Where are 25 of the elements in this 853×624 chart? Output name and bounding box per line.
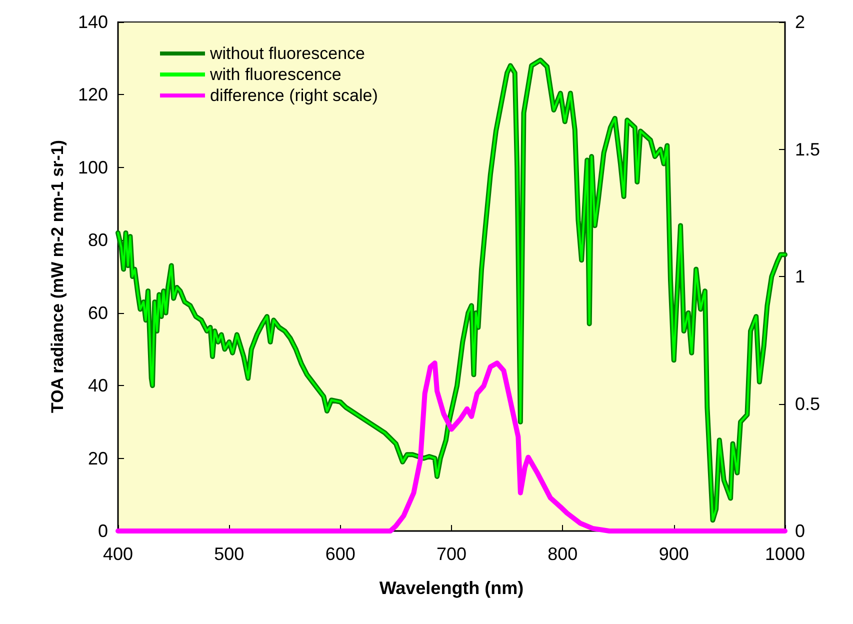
x-tick-label: 700 bbox=[436, 544, 467, 564]
y-tick-label: 0 bbox=[98, 521, 108, 541]
x-tick-label: 900 bbox=[658, 544, 689, 564]
y-tick-label: 100 bbox=[78, 157, 108, 178]
x-axis-title: Wavelength (nm) bbox=[379, 578, 524, 598]
y2-tick-label: 1.5 bbox=[795, 139, 820, 160]
legend-label: with fluorescence bbox=[209, 65, 342, 84]
y2-tick-label: 0 bbox=[795, 521, 806, 541]
y-tick-label: 60 bbox=[88, 302, 108, 323]
x-tick-label: 800 bbox=[548, 544, 578, 564]
y-tick-label: 40 bbox=[88, 376, 108, 396]
y-tick-label: 80 bbox=[88, 230, 108, 250]
x-tick-label: 500 bbox=[214, 544, 244, 564]
x-tick-label: 1000 bbox=[764, 544, 806, 564]
y-axis-title: TOA radiance (mW m-2 nm-1 sr-1) bbox=[48, 140, 67, 414]
legend-label: without fluorescence bbox=[209, 44, 365, 63]
y-tick-label: 20 bbox=[88, 448, 108, 468]
y2-tick-label: 0.5 bbox=[795, 394, 820, 414]
y2-tick-label: 1 bbox=[795, 266, 806, 286]
legend-label: difference (right scale) bbox=[210, 86, 378, 105]
y-tick-label: 140 bbox=[78, 12, 108, 32]
y2-tick-label: 2 bbox=[795, 12, 806, 32]
x-tick-label: 400 bbox=[102, 544, 134, 564]
x-tick-label: 600 bbox=[325, 544, 356, 564]
y-tick-label: 120 bbox=[78, 84, 108, 105]
